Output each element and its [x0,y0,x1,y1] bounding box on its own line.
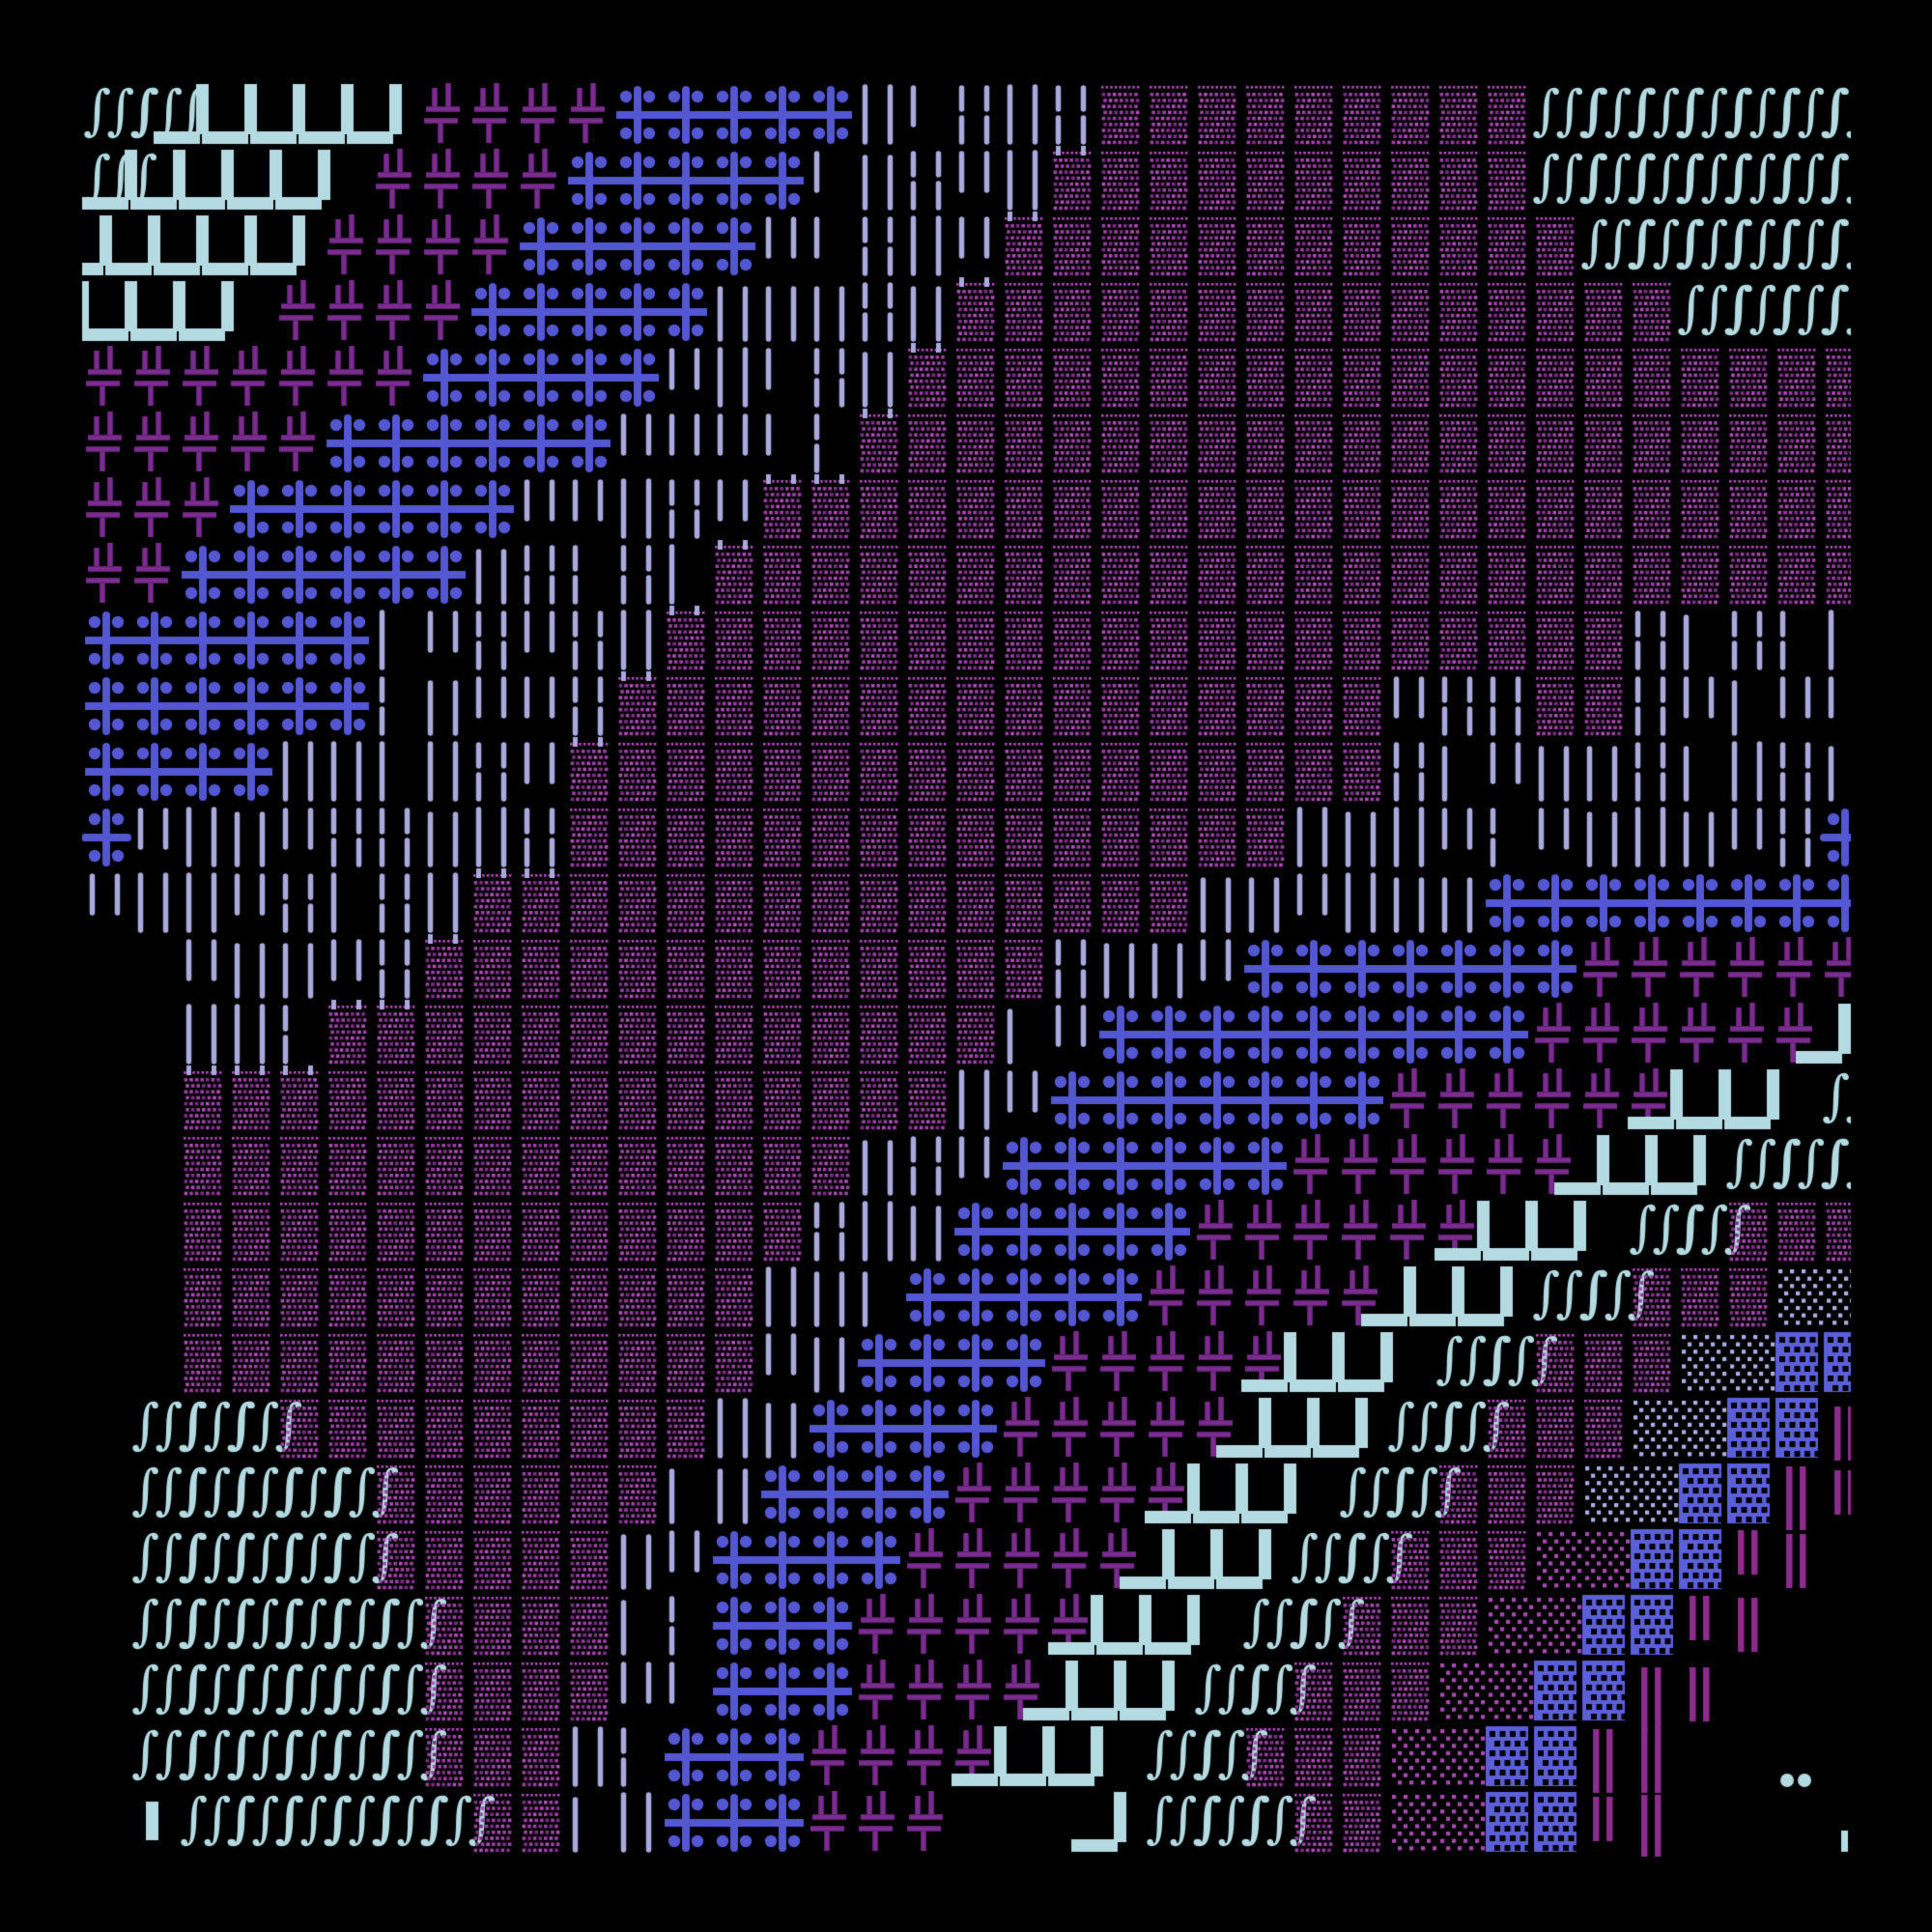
artwork-frame [0,0,1932,1932]
generative-glyph-artwork [0,0,1932,1932]
